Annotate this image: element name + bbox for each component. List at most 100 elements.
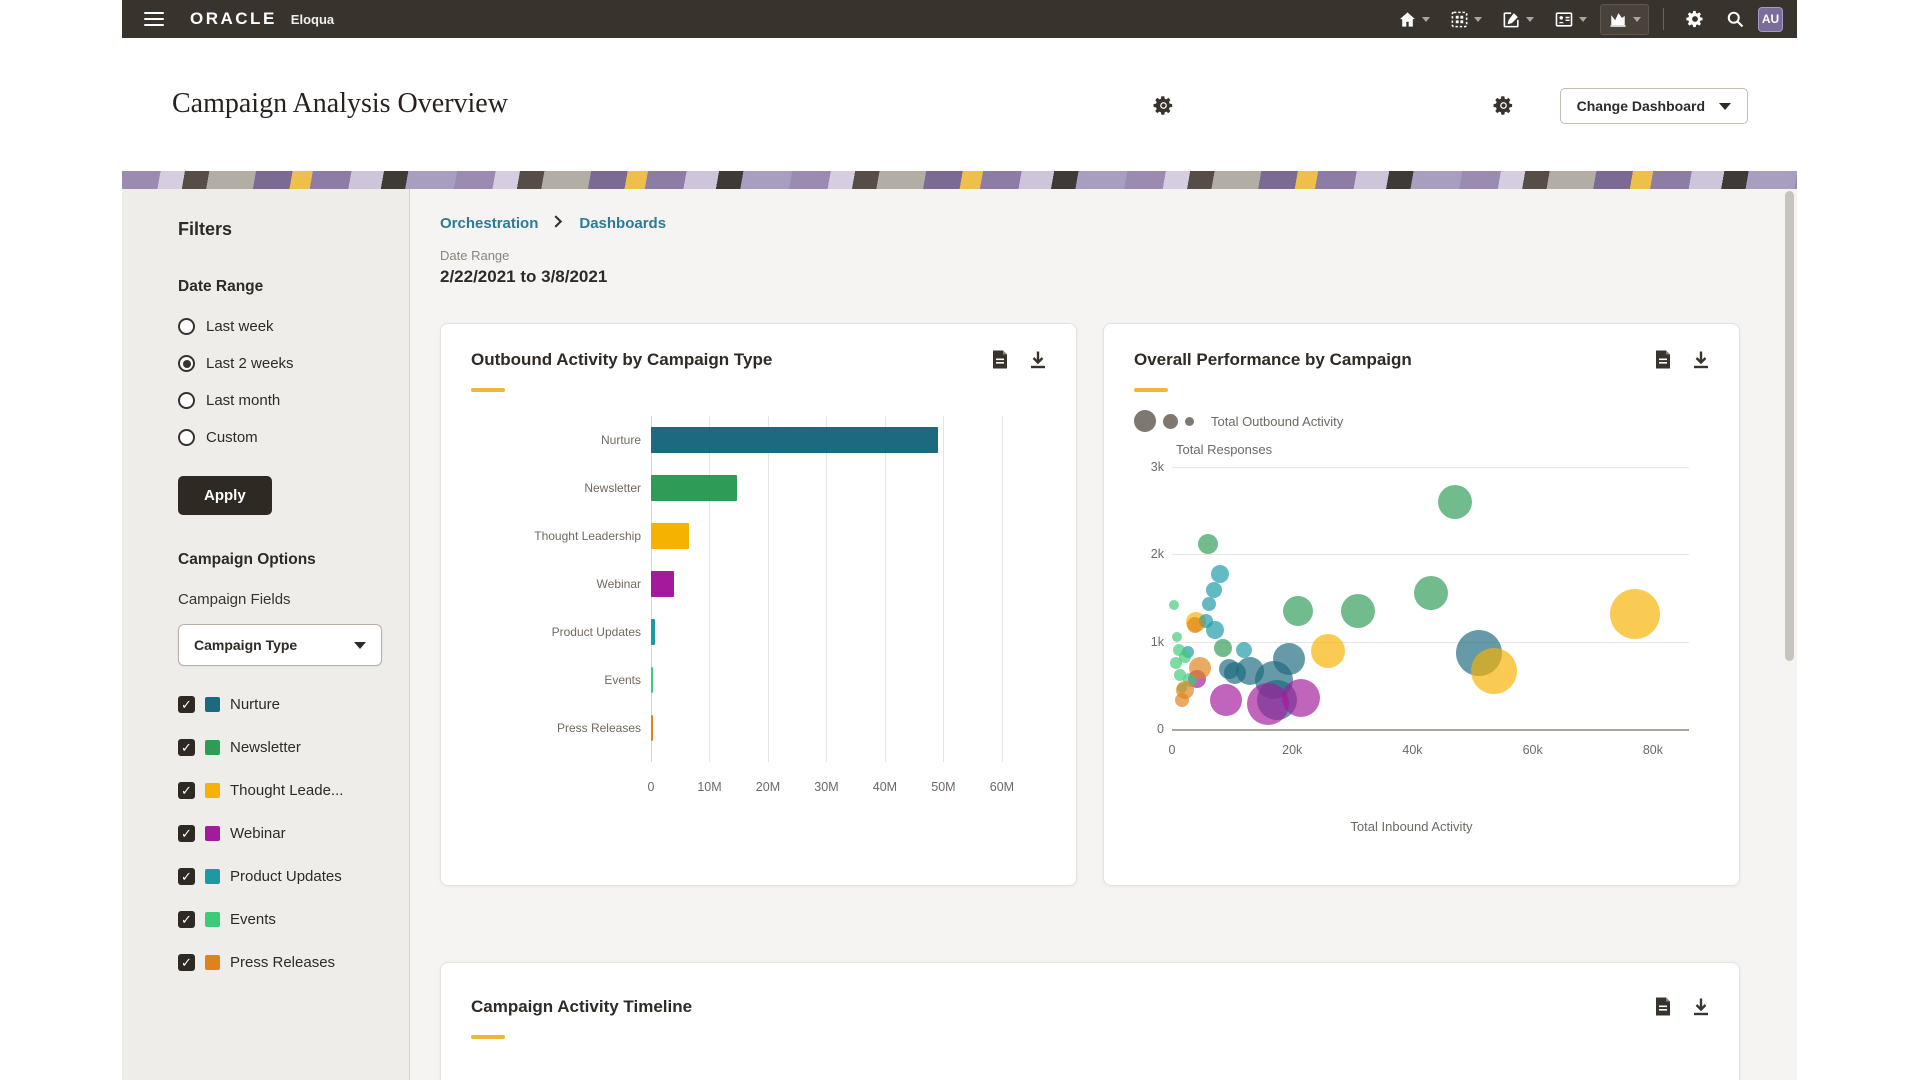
x-axis-label: Total Inbound Activity [1134, 819, 1689, 834]
checkbox-label: Events [230, 911, 276, 928]
bubble-webinar [1210, 684, 1242, 716]
vertical-scrollbar[interactable] [1785, 191, 1794, 661]
bar-events [651, 667, 653, 693]
report-file-icon[interactable] [992, 350, 1008, 374]
radio-option-last-month[interactable]: Last month [178, 392, 385, 409]
bubble-webinar [1247, 683, 1289, 725]
bar-newsletter [651, 475, 737, 501]
x-tick-label: 40M [873, 780, 897, 794]
x-tick-label: 20k [1282, 743, 1302, 757]
bubble-product-updates [1211, 565, 1229, 583]
outbound-activity-bar-chart: 010M20M30M40M50M60MNurtureNewsletterThou… [471, 416, 1046, 794]
bubble-thought-leadership [1311, 634, 1345, 668]
checkbox-option-nurture[interactable]: ✓Nurture [178, 696, 385, 713]
x-tick-label: 30M [814, 780, 838, 794]
campaign-type-dropdown-value: Campaign Type [194, 637, 297, 653]
change-dashboard-button[interactable]: Change Dashboard [1560, 88, 1748, 124]
checkbox-option-press-releases[interactable]: ✓Press Releases [178, 954, 385, 971]
x-tick-label: 10M [697, 780, 721, 794]
legend-circle-large [1134, 410, 1156, 432]
radio-icon[interactable] [178, 318, 195, 335]
analytics-menu-active[interactable] [1600, 4, 1649, 35]
campaign-type-dropdown[interactable]: Campaign Type [178, 624, 382, 666]
bubble-press-releases [1175, 693, 1189, 707]
page-header: Campaign Analysis Overview Change Dashbo… [122, 38, 1797, 171]
download-icon[interactable] [1693, 997, 1709, 1021]
bubble-product-updates [1202, 597, 1216, 611]
radio-label: Custom [206, 429, 258, 446]
radio-option-last-week[interactable]: Last week [178, 318, 385, 335]
y-axis-label: Total Responses [1176, 442, 1709, 457]
campaign-fields-label: Campaign Fields [178, 591, 385, 608]
checkbox-checked-icon[interactable]: ✓ [178, 911, 195, 928]
bar-category-label: Webinar [471, 577, 651, 591]
decorative-banner [122, 171, 1797, 189]
toolbar-divider [1663, 8, 1664, 30]
page-title: Campaign Analysis Overview [172, 88, 508, 120]
top-navigation-bar: ORACLE Eloqua [122, 0, 1797, 38]
x-tick-label: 50M [931, 780, 955, 794]
x-tick-label: 20M [756, 780, 780, 794]
card-campaign-activity-timeline: Campaign Activity Timeline [440, 962, 1740, 1080]
radio-option-last-2-weeks[interactable]: Last 2 weeks [178, 355, 385, 372]
color-swatch [205, 912, 220, 927]
breadcrumb-dashboards[interactable]: Dashboards [579, 215, 666, 232]
bar-row-thought-leadership: Thought Leadership [471, 512, 1046, 560]
checkbox-option-events[interactable]: ✓ Events [178, 911, 385, 928]
gridline-y-2k [1172, 554, 1689, 555]
checkbox-checked-icon[interactable]: ✓ [178, 825, 195, 842]
radio-icon[interactable] [178, 429, 195, 446]
x-tick-label: 60k [1523, 743, 1543, 757]
campaign-options-title: Campaign Options [178, 551, 385, 569]
card-title: Campaign Activity Timeline [471, 997, 692, 1017]
breadcrumb-orchestration[interactable]: Orchestration [440, 215, 538, 232]
user-avatar[interactable]: AU [1758, 7, 1783, 32]
checkbox-option-thought-leade[interactable]: ✓Thought Leade... [178, 782, 385, 799]
checkbox-checked-icon[interactable]: ✓ [178, 782, 195, 799]
radio-label: Last 2 weeks [206, 355, 294, 372]
card-title: Overall Performance by Campaign [1134, 350, 1412, 370]
legend-circle-small [1185, 417, 1194, 426]
contacts-menu[interactable] [1547, 5, 1594, 34]
checkbox-checked-icon[interactable]: ✓ [178, 696, 195, 713]
checkbox-option-product-updates[interactable]: ✓ Product Updates [178, 868, 385, 885]
compose-menu[interactable] [1495, 5, 1541, 34]
download-icon[interactable] [1030, 350, 1046, 374]
widget-settings-gear-icon[interactable] [1152, 94, 1175, 117]
checkbox-option-newsletter[interactable]: ✓Newsletter [178, 739, 385, 756]
home-menu[interactable] [1391, 5, 1437, 34]
checkbox-label: Product Updates [230, 868, 342, 885]
radio-selected-icon[interactable] [178, 355, 195, 372]
gridline-y-3k [1172, 467, 1689, 468]
date-range-display-label: Date Range [440, 248, 1797, 263]
date-range-display-value: 2/22/2021 to 3/8/2021 [440, 267, 1797, 287]
radio-option-custom[interactable]: Custom [178, 429, 385, 446]
color-swatch [205, 826, 220, 841]
hamburger-menu-icon[interactable] [144, 12, 164, 26]
radio-icon[interactable] [178, 392, 195, 409]
apply-button[interactable]: Apply [178, 476, 272, 515]
checkbox-label: Webinar [230, 825, 286, 842]
bar-nurture [651, 427, 938, 453]
card-overall-performance: Overall Performance by Campaign Total Ou… [1103, 323, 1740, 886]
y-tick-label: 2k [1134, 547, 1164, 561]
report-file-icon[interactable] [1655, 997, 1671, 1021]
dashboard-settings-gear-icon[interactable] [1492, 94, 1515, 117]
bubble-newsletter [1198, 534, 1218, 554]
bubble-product-updates [1206, 621, 1224, 639]
report-file-icon[interactable] [1655, 350, 1671, 374]
apps-menu[interactable] [1443, 5, 1489, 34]
product-name: Eloqua [291, 12, 334, 27]
download-icon[interactable] [1693, 350, 1709, 374]
chevron-down-icon [1422, 17, 1430, 22]
y-tick-label: 3k [1134, 460, 1164, 474]
checkbox-option-webinar[interactable]: ✓ Webinar [178, 825, 385, 842]
legend-label: Total Outbound Activity [1211, 414, 1343, 429]
checkbox-checked-icon[interactable]: ✓ [178, 739, 195, 756]
settings-button[interactable] [1678, 4, 1712, 34]
search-button[interactable] [1718, 4, 1752, 34]
checkbox-checked-icon[interactable]: ✓ [178, 954, 195, 971]
checkbox-checked-icon[interactable]: ✓ [178, 868, 195, 885]
y-tick-label: 1k [1134, 635, 1164, 649]
bubble-size-legend: Total Outbound Activity [1134, 410, 1709, 432]
